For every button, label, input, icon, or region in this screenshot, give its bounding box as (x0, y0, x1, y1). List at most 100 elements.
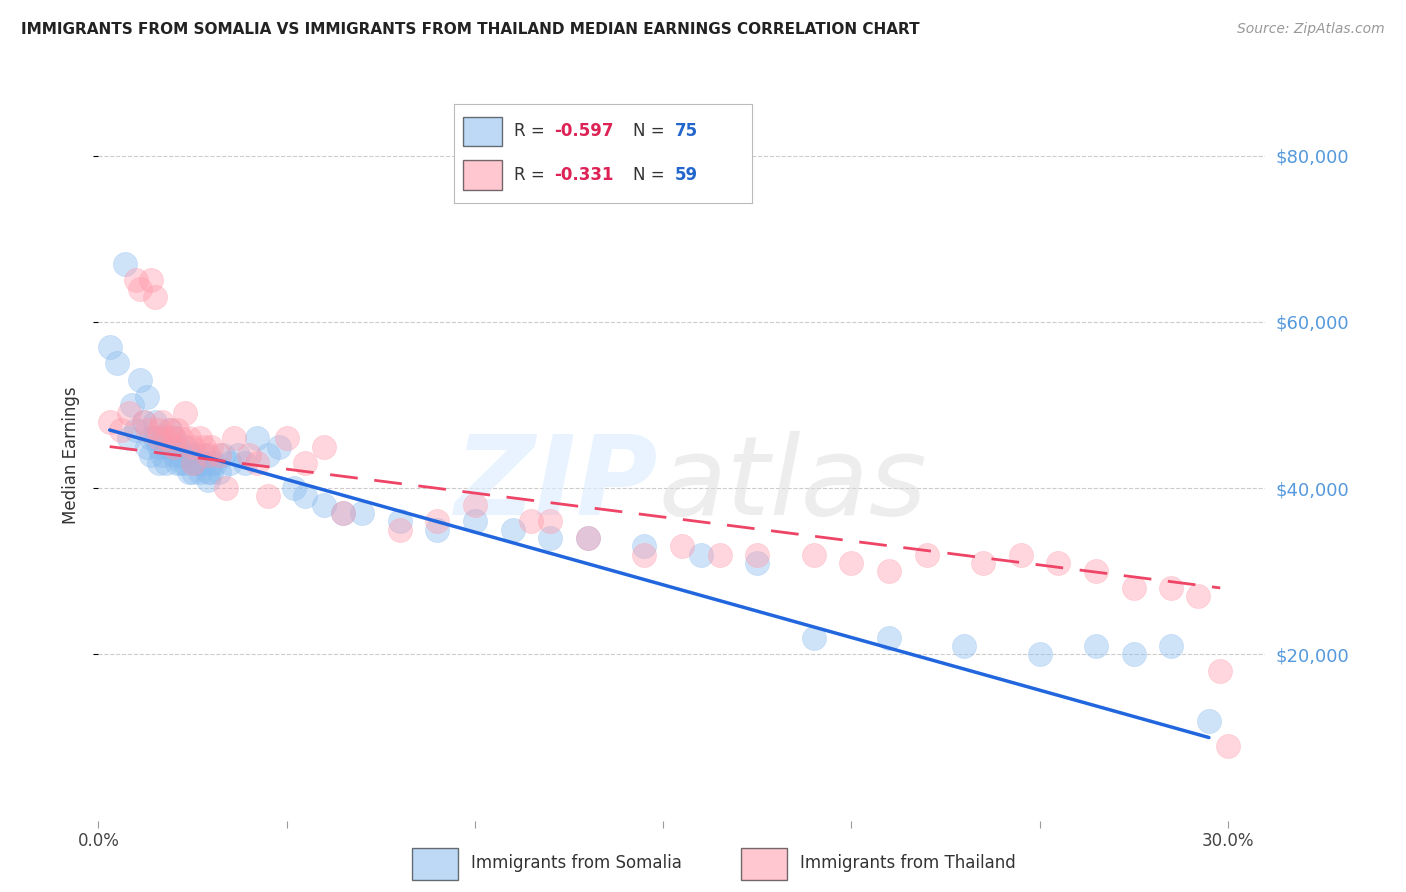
Point (181, 456, 204, 470)
Point (181, 456, 204, 470)
Point (197, 448, 219, 462)
Point (238, 448, 260, 462)
Point (174, 456, 197, 470)
Point (1047, 556, 1070, 570)
Point (502, 523, 524, 537)
Point (148, 456, 170, 470)
Point (139, 448, 162, 462)
Point (177, 431, 200, 445)
Point (332, 506, 354, 520)
Point (136, 440, 159, 454)
Point (105, 357, 128, 371)
Point (159, 423, 181, 437)
Point (388, 523, 411, 537)
Point (464, 498, 486, 512)
Text: Immigrants from Somalia: Immigrants from Somalia (471, 854, 682, 872)
Point (181, 440, 204, 454)
Point (204, 456, 226, 470)
Point (174, 406, 197, 420)
Y-axis label: Median Earnings: Median Earnings (62, 386, 80, 524)
Point (464, 515, 486, 529)
Point (170, 448, 193, 462)
Point (197, 465, 219, 479)
Point (188, 456, 211, 470)
Point (1160, 581, 1182, 595)
Point (163, 431, 186, 445)
Point (269, 440, 291, 454)
Point (208, 465, 231, 479)
Point (139, 273, 162, 287)
Point (143, 415, 166, 429)
Point (839, 556, 862, 570)
Point (226, 448, 249, 462)
Point (166, 440, 188, 454)
Point (1028, 648, 1050, 662)
Point (219, 456, 242, 470)
Point (174, 440, 197, 454)
Point (953, 639, 976, 653)
Point (426, 523, 449, 537)
Point (803, 548, 825, 562)
Point (186, 456, 208, 470)
Point (1209, 664, 1232, 678)
Point (170, 456, 193, 470)
Point (159, 440, 181, 454)
Text: Source: ZipAtlas.com: Source: ZipAtlas.com (1237, 22, 1385, 37)
Point (294, 456, 316, 470)
Point (245, 431, 267, 445)
Point (426, 515, 449, 529)
Point (538, 531, 561, 545)
Point (314, 498, 336, 512)
Point (197, 473, 219, 487)
Point (193, 440, 215, 454)
Point (633, 539, 655, 553)
Point (117, 406, 139, 420)
Point (159, 423, 181, 437)
Point (256, 448, 278, 462)
Point (152, 448, 174, 462)
Point (283, 481, 305, 495)
Point (170, 431, 193, 445)
Point (163, 431, 186, 445)
Point (148, 440, 170, 454)
Point (877, 631, 900, 645)
Point (633, 548, 655, 562)
Text: ZIP: ZIP (456, 431, 658, 538)
Point (188, 431, 211, 445)
Point (163, 448, 186, 462)
Point (166, 423, 188, 437)
Point (177, 448, 200, 462)
Point (188, 465, 211, 479)
Point (200, 440, 222, 454)
Point (193, 448, 215, 462)
Point (110, 423, 132, 437)
Point (388, 515, 411, 529)
Point (350, 506, 373, 520)
Point (200, 456, 222, 470)
Point (128, 373, 150, 387)
Point (125, 273, 148, 287)
Point (1122, 581, 1144, 595)
Point (314, 440, 336, 454)
Point (276, 431, 298, 445)
Point (155, 456, 177, 470)
Point (163, 440, 186, 454)
Point (143, 290, 166, 304)
Point (256, 490, 278, 504)
FancyBboxPatch shape (412, 848, 458, 880)
Point (186, 448, 208, 462)
FancyBboxPatch shape (741, 848, 787, 880)
Point (972, 556, 994, 570)
Point (211, 448, 233, 462)
Point (155, 431, 177, 445)
Point (233, 456, 256, 470)
Point (1122, 648, 1144, 662)
Point (152, 431, 174, 445)
Point (152, 415, 174, 429)
Point (155, 440, 177, 454)
Point (136, 423, 159, 437)
Point (576, 531, 599, 545)
Point (139, 431, 162, 445)
Point (136, 390, 159, 404)
Point (215, 481, 238, 495)
